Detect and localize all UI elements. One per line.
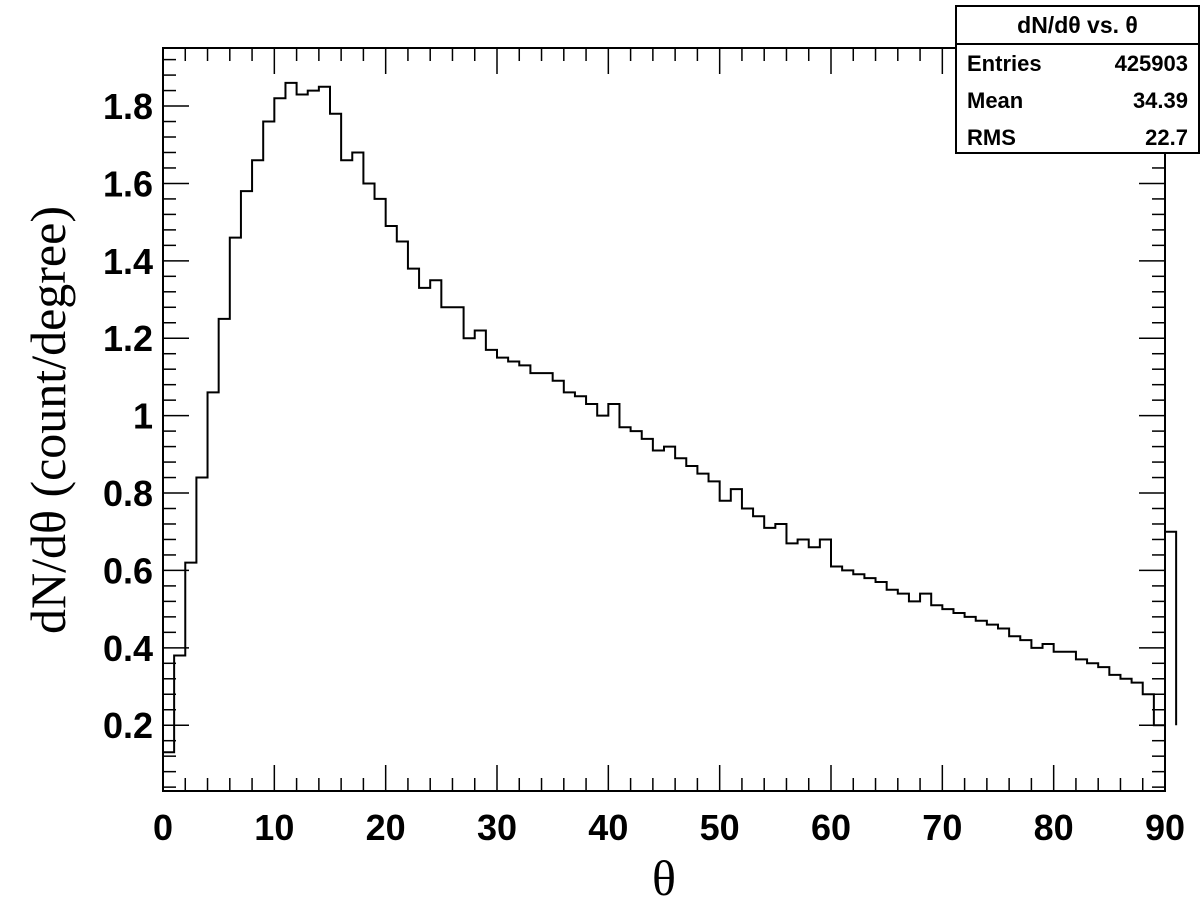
y-tick-label: 0.2 bbox=[103, 705, 153, 746]
y-tick-label: 1.8 bbox=[103, 86, 153, 127]
x-tick-label: 50 bbox=[700, 807, 740, 848]
x-tick-label: 30 bbox=[477, 807, 517, 848]
stats-row-rms: RMS 22.7 bbox=[957, 119, 1198, 156]
y-tick-label: 1.6 bbox=[103, 163, 153, 204]
x-tick-label: 0 bbox=[153, 807, 173, 848]
stats-title: dN/dθ vs. θ bbox=[957, 7, 1198, 45]
x-tick-label: 60 bbox=[811, 807, 851, 848]
y-axis-title: dN/dθ (count/degree) bbox=[20, 206, 76, 634]
stats-box: dN/dθ vs. θ Entries 425903 Mean 34.39 RM… bbox=[955, 5, 1200, 154]
x-tick-label: 90 bbox=[1145, 807, 1185, 848]
y-tick-label: 1 bbox=[133, 396, 153, 437]
x-tick-label: 40 bbox=[588, 807, 628, 848]
stats-value: 34.39 bbox=[1132, 88, 1188, 113]
stats-label: Mean bbox=[967, 88, 1024, 113]
y-tick-label: 1.2 bbox=[103, 318, 153, 359]
y-tick-label: 1.4 bbox=[103, 241, 153, 282]
stats-value: 425903 bbox=[1114, 51, 1188, 76]
plot-frame bbox=[162, 47, 1166, 792]
y-tick-label: 0.8 bbox=[103, 473, 153, 514]
stats-label: Entries bbox=[967, 51, 1042, 76]
y-tick-label: 0.4 bbox=[103, 628, 153, 669]
stats-row-entries: Entries 425903 bbox=[957, 45, 1198, 82]
x-tick-label: 10 bbox=[254, 807, 294, 848]
x-tick-label: 70 bbox=[922, 807, 962, 848]
x-tick-label: 20 bbox=[366, 807, 406, 848]
y-tick-label: 0.6 bbox=[103, 550, 153, 591]
histogram-series-line bbox=[163, 81, 1178, 754]
x-tick-label: 80 bbox=[1034, 807, 1074, 848]
stats-row-mean: Mean 34.39 bbox=[957, 82, 1198, 119]
x-axis-title: θ bbox=[652, 850, 676, 906]
stats-label: RMS bbox=[967, 125, 1016, 150]
stats-value: 22.7 bbox=[1145, 125, 1188, 150]
